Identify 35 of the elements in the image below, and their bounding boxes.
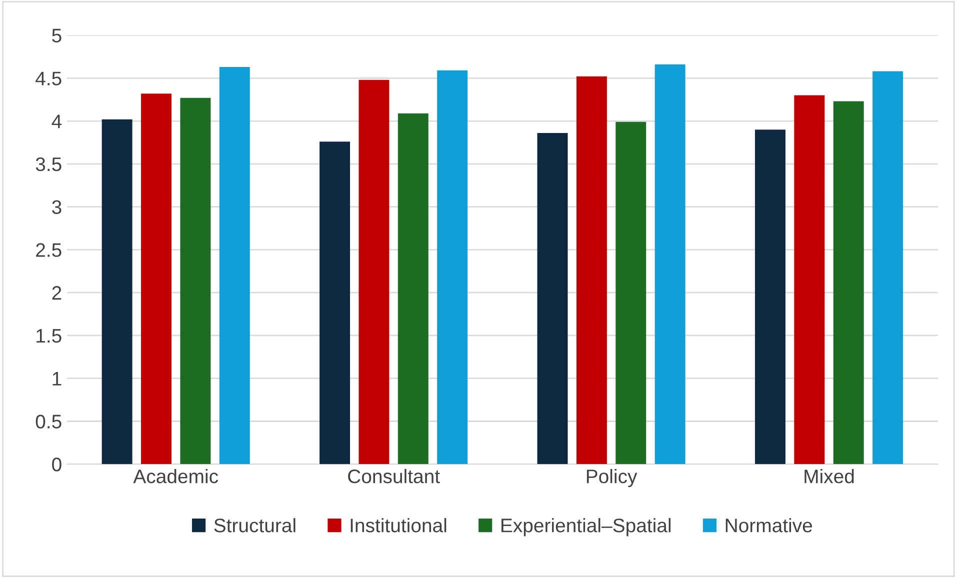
x-tick-label: Policy — [586, 468, 638, 488]
y-tick-label: 2.5 — [36, 243, 62, 257]
y-tick-label: 1 — [52, 372, 62, 386]
y-tick-label: 3.5 — [36, 157, 62, 172]
bar — [320, 142, 350, 464]
x-tick-label: Mixed — [804, 468, 854, 484]
y-tick-label: 5 — [52, 28, 62, 42]
y-tick-label: 4 — [52, 114, 62, 128]
y-tick-label: 2 — [52, 286, 62, 300]
y-tick-label: 0 — [52, 458, 62, 472]
y-tick-label: 3 — [52, 200, 62, 214]
x-tick-label: Consultant — [348, 468, 440, 484]
bar — [872, 71, 904, 464]
bar — [358, 80, 390, 464]
legend-label: Experiential–Spatial — [502, 518, 670, 536]
y-tick-label: 1.5 — [36, 329, 62, 343]
legend-label: Structural — [214, 518, 296, 532]
legend-label: Institutional — [350, 518, 446, 532]
bar — [102, 119, 132, 464]
bar — [437, 70, 468, 464]
bar — [141, 94, 172, 464]
legend-label: Normative — [726, 518, 812, 532]
bar — [654, 64, 686, 464]
bar — [398, 113, 428, 464]
bar — [616, 122, 646, 464]
bar — [537, 133, 568, 464]
bar — [754, 130, 786, 464]
bar — [794, 95, 825, 464]
x-tick-label: Academic — [133, 468, 218, 484]
bar — [576, 76, 607, 464]
bar — [180, 98, 211, 464]
bar — [833, 101, 864, 464]
y-tick-label: 0.5 — [36, 414, 62, 428]
bar — [219, 66, 250, 464]
y-tick-label: 4.5 — [36, 72, 62, 86]
